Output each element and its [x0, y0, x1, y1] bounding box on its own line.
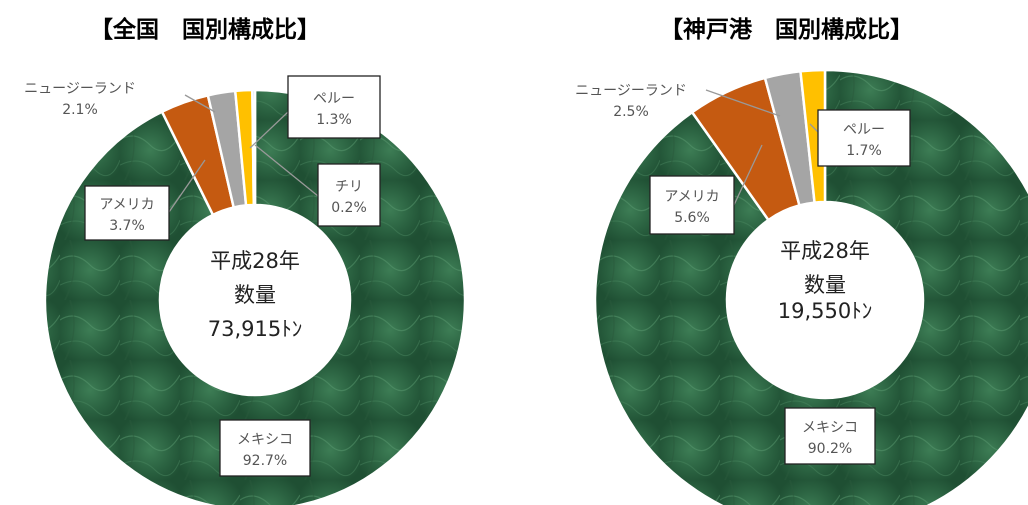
- data-label-value-chile-0: 0.2%: [331, 200, 367, 216]
- data-label-box-peru-0: [287, 75, 381, 139]
- center-text-line-1-1: 数量: [804, 273, 846, 297]
- data-label-box-usa-1: [649, 175, 735, 235]
- center-text-line-0-1: 平成28年: [780, 239, 870, 263]
- data-label-name-mexico-1: メキシコ: [802, 420, 858, 436]
- leader-line-chile-0: [254, 144, 319, 197]
- data-label-value-new-zealand-0: 2.1%: [62, 102, 98, 118]
- data-label-value-usa-0: 3.7%: [109, 218, 145, 234]
- leader-line-peru-0: [249, 111, 289, 149]
- center-text-line-2-1: 19,550ﾄﾝ: [778, 299, 872, 323]
- chart-title-kobe: 【神戸港 国別構成比】: [660, 17, 913, 43]
- data-label-value-peru-1: 1.7%: [846, 143, 882, 159]
- leader-line-usa-0: [168, 159, 206, 213]
- data-label-value-mexico-1: 90.2%: [808, 441, 852, 457]
- leader-line-new-zealand-0: [184, 94, 216, 113]
- data-label-value-peru-0: 1.3%: [316, 112, 352, 128]
- leader-line-peru-1: [809, 123, 819, 133]
- data-label-name-usa-0: アメリカ: [99, 197, 154, 213]
- data-label-box-usa-0: [84, 185, 170, 241]
- slice-peru-1: [799, 68, 827, 204]
- data-label-box-chile-0: [317, 163, 381, 227]
- center-text-line-2-0: 73,915ﾄﾝ: [208, 317, 302, 341]
- data-label-value-mexico-0: 92.7%: [243, 453, 287, 469]
- leader-line-new-zealand-1: [705, 89, 781, 117]
- slice-chile-0: [251, 88, 257, 207]
- data-label-box-mexico-0: [219, 419, 311, 477]
- data-label-name-mexico-0: メキシコ: [237, 432, 293, 448]
- data-label-name-peru-1: ペルー: [843, 122, 885, 138]
- data-label-value-usa-1: 5.6%: [674, 210, 710, 226]
- chart-title-national: 【全国 国別構成比】: [90, 17, 320, 43]
- data-label-name-peru-0: ペルー: [313, 91, 355, 107]
- data-label-name-new-zealand-0: ニュージーランド: [24, 81, 136, 97]
- data-label-name-chile-0: チリ: [335, 179, 363, 195]
- center-text-line-0-0: 平成28年: [210, 249, 300, 273]
- donut-chart-kobe: メキシコ 90.2% アメリカ 5.6% ニュージーランド 2.5% ペルー 1.7% 平成28…: [575, 68, 1028, 505]
- data-label-value-new-zealand-1: 2.5%: [613, 104, 649, 120]
- data-label-name-usa-1: アメリカ: [664, 189, 719, 205]
- leader-line-usa-1: [733, 144, 763, 206]
- center-text-line-1-0: 数量: [234, 283, 276, 307]
- data-label-box-mexico-1: [784, 407, 876, 465]
- donut-chart-national: メキシコ 92.7% アメリカ 3.7% ニュージーランド 2.1% ペルー 1.3% チリ 0.…: [24, 75, 467, 505]
- data-label-box-peru-1: [817, 109, 911, 167]
- data-label-name-new-zealand-1: ニュージーランド: [575, 83, 687, 99]
